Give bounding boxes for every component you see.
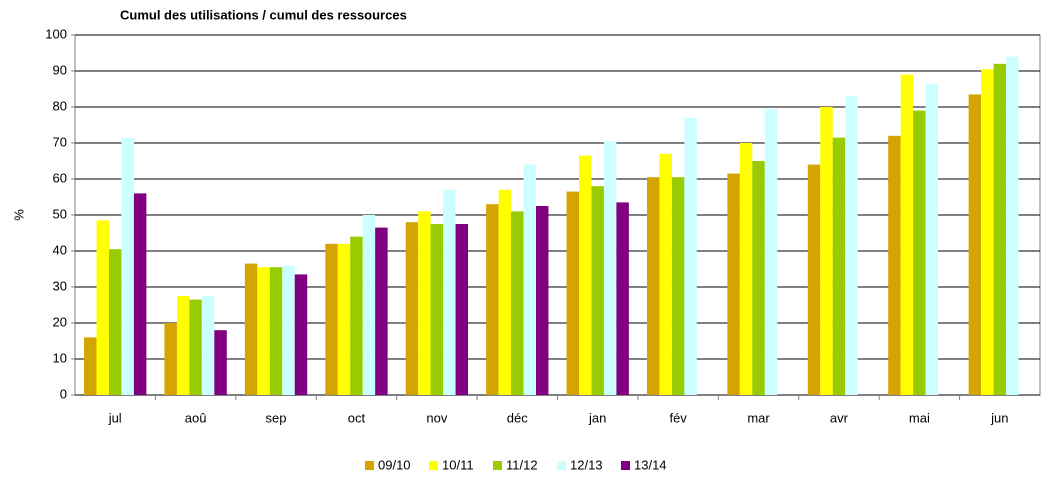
y-tick-label: 70 — [53, 134, 67, 149]
bar — [96, 220, 109, 395]
bar — [375, 227, 388, 395]
legend-label: 12/13 — [570, 457, 603, 472]
bar — [133, 193, 147, 395]
bar — [189, 299, 202, 395]
bar — [176, 296, 190, 395]
bar — [498, 189, 512, 395]
bar — [981, 69, 994, 395]
bar — [405, 222, 419, 395]
x-tick-label: jan — [588, 410, 606, 425]
y-tick-label: 10 — [53, 350, 67, 365]
bar — [727, 173, 740, 395]
bar — [807, 164, 821, 395]
bar — [764, 108, 778, 396]
bar — [523, 164, 536, 395]
chart-title: Cumul des utilisations / cumul des resso… — [120, 7, 407, 22]
legend-label: 11/12 — [506, 457, 538, 472]
bar — [362, 215, 376, 395]
legend-swatch — [557, 461, 566, 470]
bar — [418, 211, 431, 395]
bar — [832, 137, 846, 395]
legend-label: 10/11 — [442, 457, 474, 472]
y-tick-label: 90 — [53, 62, 67, 77]
bar — [616, 202, 629, 395]
bar — [244, 263, 258, 395]
bar — [84, 337, 97, 395]
bar — [108, 249, 122, 395]
y-tick-label: 80 — [53, 98, 67, 113]
x-tick-label: mar — [747, 410, 770, 425]
x-tick-label: aoû — [185, 410, 207, 425]
bar — [337, 243, 351, 395]
bar — [1006, 56, 1019, 395]
legend-swatch — [493, 461, 502, 470]
bar — [684, 117, 697, 396]
bar — [579, 155, 592, 395]
bar — [121, 137, 134, 395]
bar — [443, 189, 456, 395]
bar — [646, 177, 660, 395]
x-tick-label: sep — [266, 410, 287, 425]
bar — [164, 323, 177, 395]
bar — [845, 96, 858, 395]
bar — [603, 141, 617, 395]
legend-swatch — [429, 461, 438, 470]
bar — [430, 224, 444, 395]
legend-swatch — [365, 461, 374, 470]
bar — [671, 177, 685, 395]
x-tick-label: fév — [669, 410, 687, 425]
bar — [752, 161, 765, 395]
bar — [325, 243, 338, 395]
y-tick-label: 60 — [53, 170, 67, 185]
bar — [350, 236, 363, 395]
x-tick-label: nov — [426, 410, 447, 425]
y-axis-label: % — [11, 209, 26, 221]
bar — [900, 74, 914, 395]
bar — [968, 94, 982, 396]
bar — [282, 265, 295, 395]
legend-label: 13/14 — [634, 457, 667, 472]
bar — [535, 206, 549, 395]
x-tick-label: déc — [507, 410, 528, 425]
bar — [591, 186, 604, 395]
x-tick-label: jul — [108, 410, 122, 425]
bar — [294, 274, 308, 395]
y-tick-label: 20 — [53, 314, 67, 329]
bar — [925, 83, 939, 395]
bar — [201, 296, 215, 395]
bar — [257, 267, 270, 395]
bar — [269, 267, 283, 395]
bar — [888, 135, 901, 396]
y-tick-label: 0 — [60, 386, 67, 401]
legend-swatch — [621, 461, 630, 470]
bar — [486, 204, 499, 395]
x-tick-label: oct — [348, 410, 366, 425]
bar — [511, 211, 524, 395]
bar — [739, 143, 753, 395]
x-tick-label: mai — [909, 410, 930, 425]
bar — [820, 107, 833, 395]
legend-label: 09/10 — [378, 457, 411, 472]
bar — [214, 330, 227, 395]
y-tick-label: 30 — [53, 278, 67, 293]
bar — [455, 224, 469, 395]
bar — [659, 153, 672, 395]
bar — [913, 110, 926, 395]
bar — [993, 63, 1007, 396]
y-tick-label: 50 — [53, 206, 67, 221]
y-tick-label: 40 — [53, 242, 67, 257]
x-tick-label: jun — [990, 410, 1008, 425]
x-tick-label: avr — [830, 410, 849, 425]
y-tick-label: 100 — [45, 26, 67, 41]
bar — [566, 191, 580, 395]
